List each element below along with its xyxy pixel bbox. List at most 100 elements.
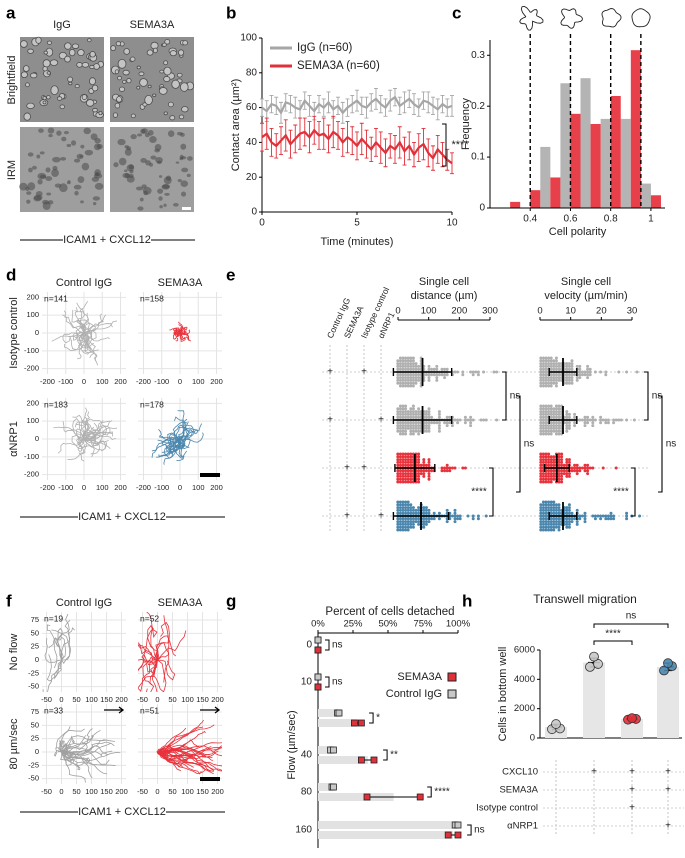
significance-bracket: [325, 676, 330, 688]
cell-dot: [541, 421, 545, 425]
cell-dot: [398, 407, 402, 411]
cell: [123, 48, 130, 55]
cell-dot: [443, 421, 447, 425]
cell: [175, 161, 180, 164]
track: [174, 416, 184, 440]
cell-dot: [578, 469, 582, 473]
cell: [39, 174, 47, 179]
data-point: [659, 665, 669, 676]
scale-bar: [182, 207, 191, 210]
cell-dot: [406, 517, 410, 521]
cell-dot: [588, 466, 592, 470]
cell-dot: [580, 514, 584, 518]
design-mark: +: [344, 511, 350, 522]
cell-dot: [547, 474, 551, 478]
cell-dot: [552, 463, 556, 467]
cell: [46, 40, 53, 45]
cell-dot: [406, 474, 410, 478]
cell-dot: [398, 384, 402, 388]
track: [138, 659, 158, 689]
cell-dot: [424, 426, 428, 430]
cell-dot: [404, 508, 408, 512]
cell-dot: [554, 378, 558, 382]
y-tick-label: 6000: [514, 645, 535, 656]
cell-dot: [541, 424, 545, 428]
cell-dot: [409, 520, 413, 524]
cell-dot: [549, 415, 553, 419]
cell-dot: [552, 520, 556, 524]
cell-dot: [612, 421, 616, 425]
cell-dot: [560, 458, 564, 462]
scale-bar: [200, 777, 220, 781]
cell: [159, 69, 165, 74]
cell: [84, 149, 94, 156]
cell-dot: [443, 376, 447, 380]
cell-dot: [450, 466, 454, 470]
cell-dot: [539, 506, 543, 510]
x-tick-label: -200: [136, 377, 151, 386]
track: [157, 745, 222, 760]
cell-dot: [547, 480, 551, 484]
table-mark: +: [665, 767, 671, 778]
cell-dot: [552, 426, 556, 430]
table-mark: +: [629, 767, 635, 778]
y-tick-label: 0: [530, 733, 535, 744]
cell-dot: [547, 381, 551, 385]
cell: [164, 39, 171, 45]
cell-dot: [593, 514, 597, 518]
bar: [583, 662, 605, 738]
cell-dot: [565, 426, 569, 430]
cell-dot: [544, 370, 548, 374]
y-tick-label: 60: [246, 102, 258, 113]
track: [61, 735, 75, 753]
n-label: n=51: [140, 705, 159, 715]
cell-dot: [414, 362, 418, 366]
cell: [92, 196, 101, 201]
track: [157, 621, 170, 661]
cell-dot: [560, 477, 564, 481]
data-point: [350, 719, 358, 727]
cell-dot: [409, 469, 413, 473]
cell-dot: [414, 415, 418, 419]
cell-dot: [417, 424, 421, 428]
cell-dot: [437, 421, 441, 425]
cell-dot: [396, 407, 400, 411]
track: [67, 438, 85, 461]
cell-dot: [557, 362, 561, 366]
cell-dot: [474, 370, 478, 374]
cell-dot: [484, 514, 488, 518]
cell-dot: [609, 511, 613, 515]
cell-dot: [398, 480, 402, 484]
tracks: [138, 612, 187, 692]
cell-dot: [422, 506, 426, 510]
cell-dot: [453, 508, 457, 512]
cell-dot: [554, 511, 558, 515]
significance-label: ns: [332, 640, 343, 651]
cell-dot: [417, 463, 421, 467]
cell-dot: [396, 367, 400, 371]
cell-dot: [430, 421, 434, 425]
track: [179, 432, 204, 443]
cell: [129, 56, 136, 62]
cell-dot: [401, 506, 405, 510]
cell-dot: [427, 426, 431, 430]
cell-dot: [541, 384, 545, 388]
table-row-label: CXCL10: [502, 767, 538, 778]
cell-dot: [401, 381, 405, 385]
mean-bar: [318, 783, 333, 791]
cell-dot: [404, 373, 408, 377]
cell: [122, 69, 130, 76]
cell-dot: [445, 466, 449, 470]
x-tick-label: 100: [181, 787, 194, 796]
cell-dot: [411, 356, 415, 360]
cell-dot: [422, 458, 426, 462]
cell-dot: [612, 514, 616, 518]
cell-dot: [567, 412, 571, 416]
cell: [48, 133, 53, 138]
cell-dot: [409, 463, 413, 467]
cell-dot: [469, 370, 473, 374]
cell-dot: [578, 517, 582, 521]
cell-dot: [565, 421, 569, 425]
cell: [76, 62, 83, 68]
column-label: IgG: [53, 19, 71, 31]
